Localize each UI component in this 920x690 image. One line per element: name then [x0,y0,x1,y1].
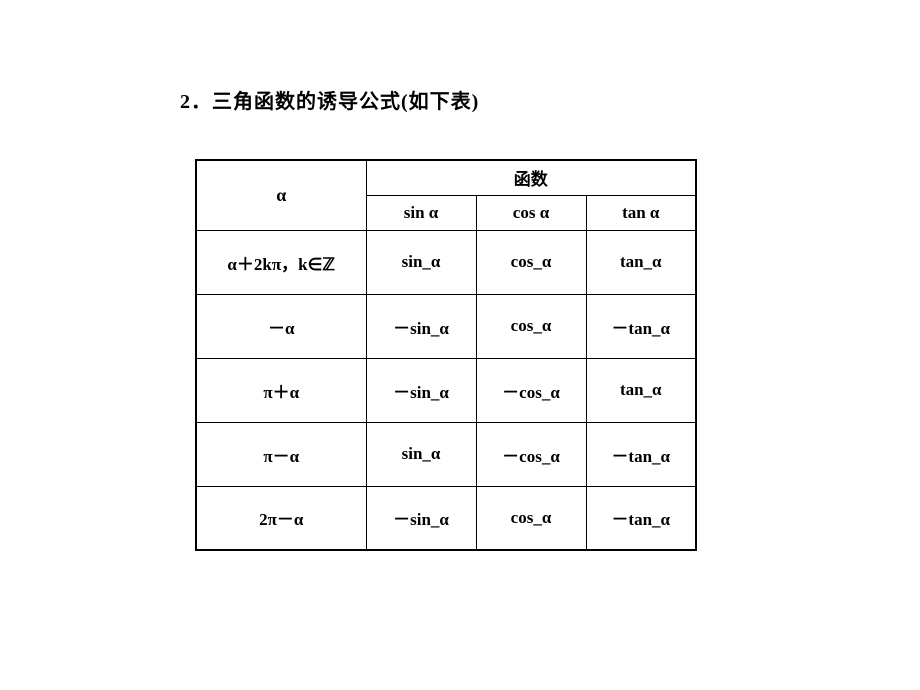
cell-cos: －cos_α [476,422,586,486]
cell-alpha: α＋2kπ，k∈ℤ [196,230,366,294]
table-row: －α －sin_α cos_α －tan_α [196,294,696,358]
header-alpha: α [196,160,366,230]
table-row: α＋2kπ，k∈ℤ sin_α cos_α tan_α [196,230,696,294]
cell-tan: －tan_α [586,294,696,358]
header-function-group: 函数 [366,160,696,195]
cell-alpha: －α [196,294,366,358]
cell-tan: －tan_α [586,486,696,550]
cell-cos: cos_α [476,230,586,294]
table-row: 2π－α －sin_α cos_α －tan_α [196,486,696,550]
cell-sin: －sin_α [366,358,476,422]
cell-alpha: π＋α [196,358,366,422]
induction-formula-table: α 函数 sin α cos α tan α α＋2kπ，k∈ℤ sin_α c… [195,159,697,551]
cell-cos: －cos_α [476,358,586,422]
cell-tan: －tan_α [586,422,696,486]
cell-alpha: 2π－α [196,486,366,550]
table-row: π－α sin_α －cos_α －tan_α [196,422,696,486]
header-sin: sin α [366,195,476,230]
table-wrapper: α 函数 sin α cos α tan α α＋2kπ，k∈ℤ sin_α c… [180,159,920,551]
cell-sin: sin_α [366,230,476,294]
table-row: π＋α －sin_α －cos_α tan_α [196,358,696,422]
cell-cos: cos_α [476,294,586,358]
page-container: 2．三角函数的诱导公式(如下表) α 函数 sin α cos α tan α … [0,0,920,551]
cell-alpha: π－α [196,422,366,486]
cell-sin: sin_α [366,422,476,486]
section-title: 2．三角函数的诱导公式(如下表) [180,85,920,114]
cell-tan: tan_α [586,358,696,422]
cell-sin: －sin_α [366,486,476,550]
cell-cos: cos_α [476,486,586,550]
header-tan: tan α [586,195,696,230]
cell-sin: －sin_α [366,294,476,358]
table-header-row-1: α 函数 [196,160,696,195]
cell-tan: tan_α [586,230,696,294]
header-cos: cos α [476,195,586,230]
